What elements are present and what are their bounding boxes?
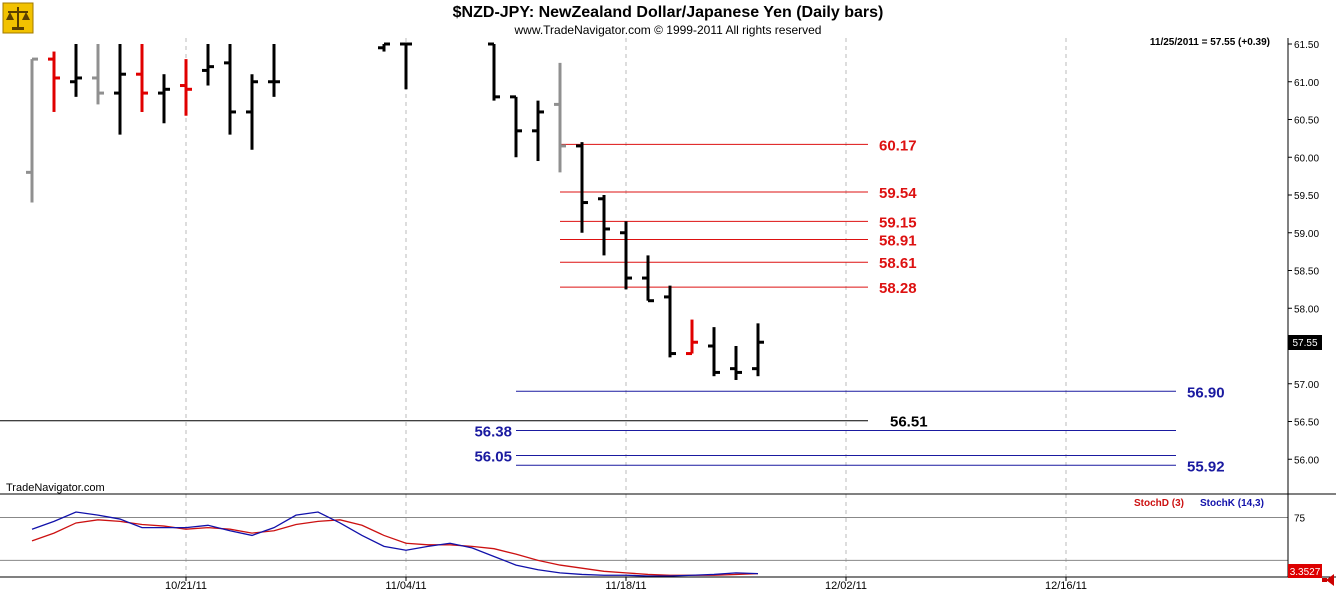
price-level-label: 56.38 [474, 424, 512, 441]
last-quote-label: 11/25/2011 = 57.55 (+0.39) [1150, 37, 1270, 48]
price-levels: 60.17 59.54 59.15 58.91 58.61 58.28 56.90 56.51… [0, 137, 1225, 475]
y-tick-label: 58.50 [1294, 267, 1319, 278]
y-tick-label: 56.50 [1294, 418, 1319, 429]
price-level-label: 56.05 [474, 448, 512, 465]
legend-stochd: StochD (3) [1134, 498, 1184, 509]
price-level-label: 56.90 [1187, 384, 1225, 401]
price-level-label: 59.54 [879, 185, 917, 202]
y-tick-label: 59.50 [1294, 191, 1319, 202]
chart-title: $NZD-JPY: NewZealand Dollar/Japanese Yen… [453, 4, 884, 21]
ohlc-bar [180, 59, 192, 116]
x-tick-label: 12/02/11 [825, 580, 867, 592]
x-tick-label: 10/21/11 [165, 580, 207, 592]
legend-stochk: StochK (14,3) [1200, 498, 1264, 509]
grid-lines [185, 38, 1067, 577]
x-tick-label: 11/18/11 [605, 580, 646, 592]
ohlc-bar [752, 323, 764, 377]
price-level-label: 58.61 [879, 255, 917, 272]
x-tick-label: 11/04/11 [385, 580, 426, 592]
ohlc-bar [598, 195, 610, 256]
ohlc-bar [620, 221, 632, 290]
ohlc-bar [268, 44, 280, 97]
price-level-label: 55.92 [1187, 458, 1225, 475]
y-tick-label: 56.00 [1294, 455, 1319, 466]
ohlc-bar [92, 44, 104, 105]
ohlc-bar [686, 319, 698, 356]
y-tick-label: 61.00 [1294, 78, 1319, 89]
ohlc-bar [246, 74, 258, 150]
price-level-label: 56.51 [890, 414, 928, 431]
stochastic-panel: 75 [0, 511, 1306, 577]
stoch-last-value: 3.3527 [1290, 567, 1321, 578]
x-tick-label: 12/16/11 [1045, 580, 1087, 592]
ohlc-bar [26, 57, 38, 203]
ohlc-bars [26, 42, 764, 380]
ohlc-bar [114, 44, 126, 135]
ohlc-bar [510, 95, 522, 158]
copyright-text: www.TradeNavigator.com © 1999-2011 All r… [514, 23, 822, 37]
ohlc-bar [48, 51, 60, 112]
ohlc-bar [554, 62, 566, 173]
last-price-box: 57.55 [1288, 335, 1322, 350]
y-tick-label: 58.00 [1294, 304, 1319, 315]
ohlc-bar [730, 346, 742, 380]
ohlc-bar [576, 142, 588, 233]
stoch-series-line [31, 519, 759, 576]
ohlc-bar [70, 44, 82, 97]
stoch-y-tick-label: 75 [1294, 514, 1306, 525]
scroll-arrow-icon[interactable] [1322, 574, 1334, 586]
axes: 10/21/11 11/04/11 11/18/11 12/02/11 12/16/11… [0, 38, 1336, 592]
logo-icon [2, 2, 34, 34]
price-level-label: 59.15 [879, 214, 917, 231]
ohlc-bar [664, 285, 676, 358]
ohlc-bar [642, 255, 654, 303]
ohlc-bar [532, 100, 544, 162]
y-tick-label: 61.50 [1294, 40, 1319, 51]
y-tick-label: 60.00 [1294, 153, 1319, 164]
ohlc-bar [136, 44, 148, 112]
y-tick-label: 59.00 [1294, 229, 1319, 240]
watermark-text: TradeNavigator.com [6, 482, 105, 494]
ohlc-bar [488, 42, 500, 101]
ohlc-bar [400, 42, 412, 90]
price-level-label: 60.17 [879, 137, 917, 154]
price-level-label: 58.91 [879, 233, 917, 250]
last-price-label: 57.55 [1292, 338, 1317, 349]
ohlc-bar [158, 74, 170, 124]
stoch-series-line [31, 511, 759, 577]
ohlc-bar [202, 44, 214, 86]
y-tick-label: 60.50 [1294, 116, 1319, 127]
stoch-last-value-box: 3.3527 [1288, 564, 1322, 578]
ohlc-bar [378, 42, 390, 52]
ohlc-bar [708, 327, 720, 377]
y-tick-label: 57.00 [1294, 380, 1319, 391]
ohlc-bar [224, 44, 236, 135]
price-level-label: 58.28 [879, 280, 917, 297]
